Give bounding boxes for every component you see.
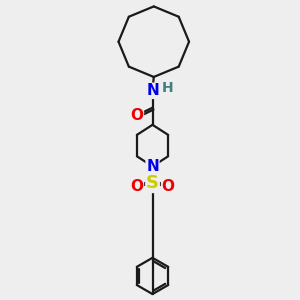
Text: O: O (162, 179, 175, 194)
Text: N: N (146, 83, 159, 98)
Text: H: H (161, 81, 173, 95)
Text: N: N (146, 159, 159, 174)
Text: O: O (130, 108, 143, 123)
Text: S: S (146, 174, 159, 192)
Text: O: O (130, 179, 143, 194)
